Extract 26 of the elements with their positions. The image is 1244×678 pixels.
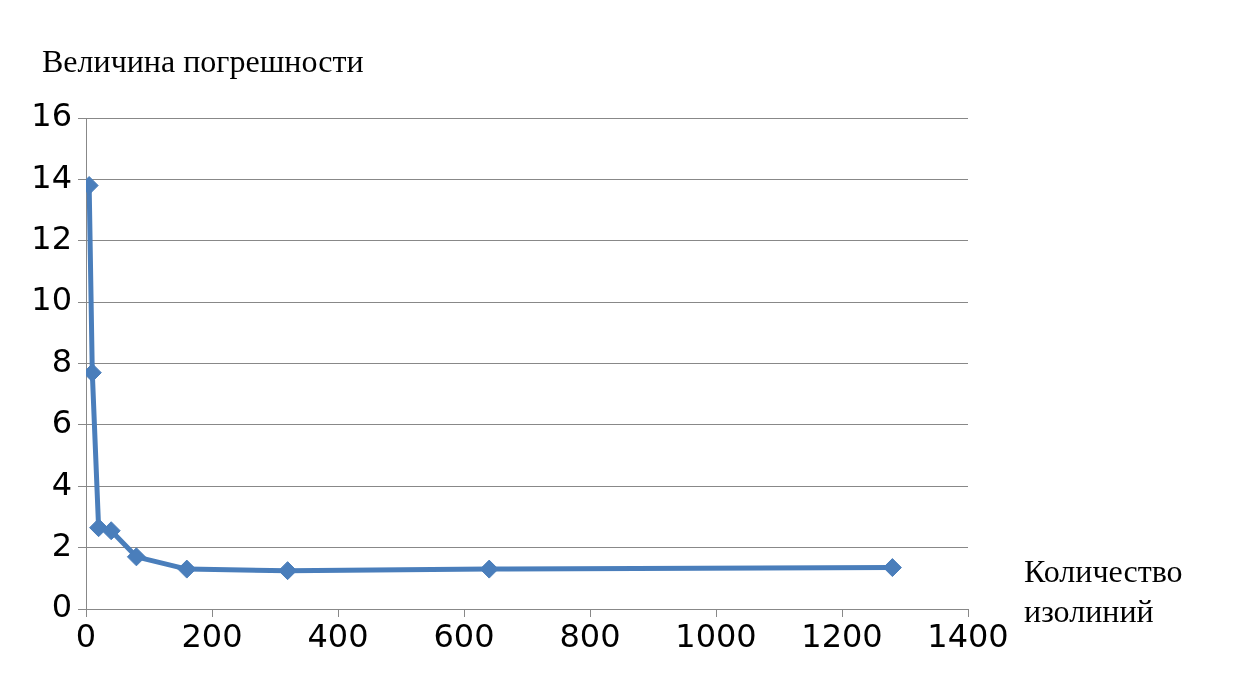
- y-tick-label: 16: [31, 96, 72, 135]
- x-tick-label: 1000: [675, 616, 757, 655]
- y-tick-label: 2: [51, 525, 72, 564]
- y-tick-label: 8: [51, 341, 72, 380]
- point: [278, 561, 298, 581]
- x-tick-label: 400: [307, 616, 369, 655]
- point: [101, 521, 121, 541]
- point: [89, 518, 109, 538]
- point: [126, 547, 146, 567]
- point: [882, 558, 902, 578]
- y-tick-label: 12: [31, 219, 72, 258]
- x-tick-label: 0: [75, 616, 97, 655]
- y-tick-label: 4: [51, 464, 72, 503]
- y-axis-title: Величина погрешности: [42, 43, 364, 79]
- x-tick-label: 800: [559, 616, 621, 655]
- y-tick-label: 6: [51, 403, 72, 442]
- x-tick-label: 1200: [801, 616, 883, 655]
- x-tick-label: 600: [433, 616, 495, 655]
- point: [177, 559, 197, 579]
- x-tick-label: 200: [181, 616, 243, 655]
- x-axis-title: Количество изолиний: [1024, 553, 1183, 629]
- y-tick-label: 0: [51, 587, 72, 626]
- point: [479, 559, 499, 579]
- y-tick-label: 14: [31, 157, 72, 196]
- y-tick-label: 10: [31, 280, 72, 319]
- x-tick-label: 1400: [927, 616, 1009, 655]
